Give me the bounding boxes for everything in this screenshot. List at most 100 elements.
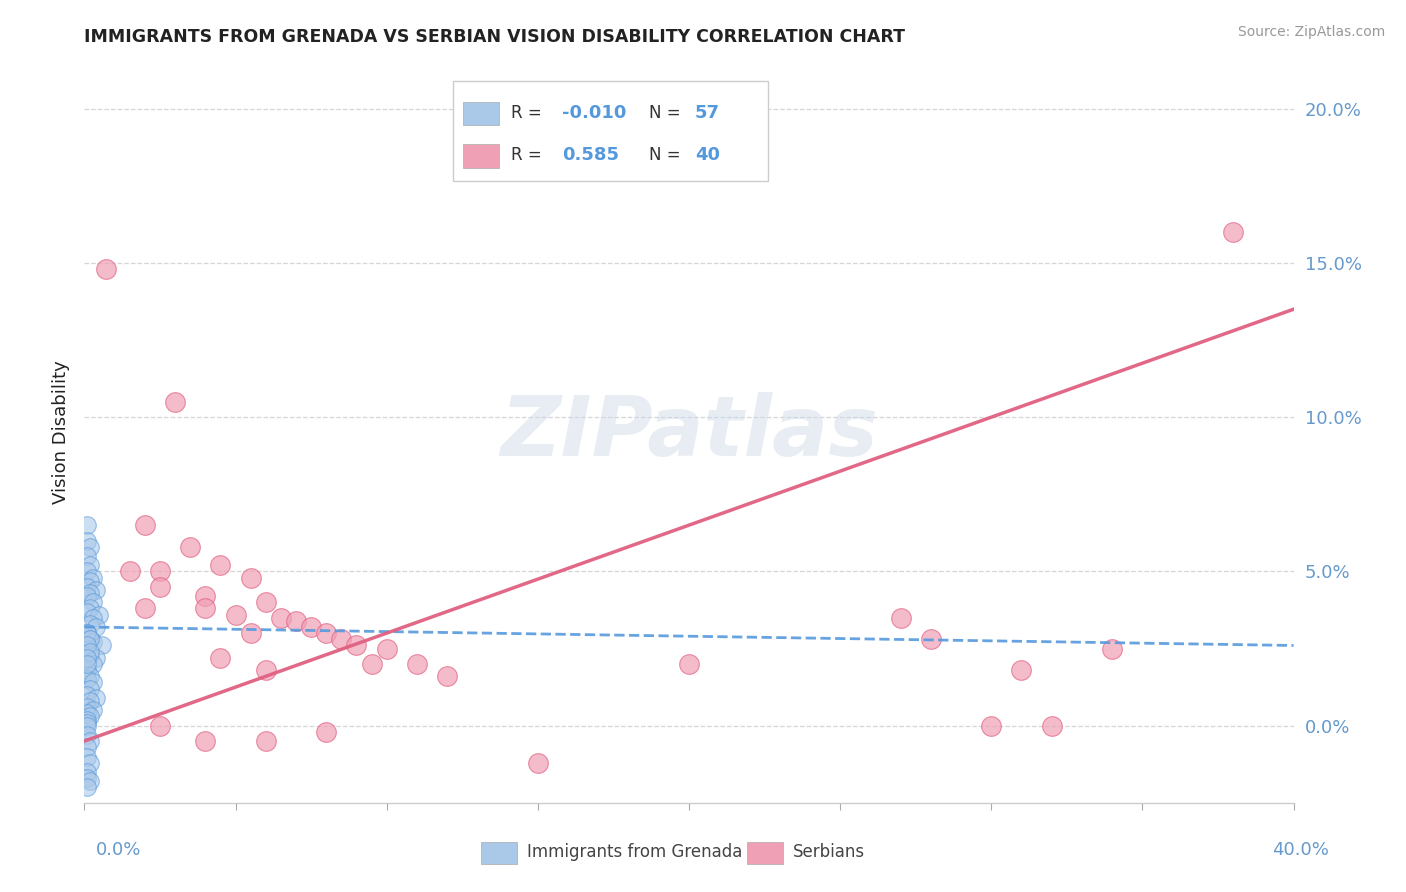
Point xyxy=(76,657,98,671)
Point xyxy=(149,565,172,579)
Point xyxy=(82,610,104,624)
Point xyxy=(86,582,108,597)
Text: ZIPatlas: ZIPatlas xyxy=(501,392,877,473)
Text: Source: ZipAtlas.com: Source: ZipAtlas.com xyxy=(1237,25,1385,39)
Text: N =: N = xyxy=(650,146,681,164)
Text: 57: 57 xyxy=(695,103,720,122)
Point xyxy=(436,669,458,683)
Point xyxy=(76,728,98,742)
Bar xyxy=(747,842,783,864)
Point xyxy=(375,641,398,656)
Point xyxy=(79,574,101,588)
Point xyxy=(76,749,98,764)
Point xyxy=(118,565,141,579)
Point xyxy=(79,774,101,789)
Point xyxy=(254,734,277,748)
Point xyxy=(678,657,700,671)
Text: 40: 40 xyxy=(695,146,720,164)
Point xyxy=(76,549,98,563)
Point xyxy=(79,669,101,683)
Point xyxy=(194,589,217,603)
Point xyxy=(91,639,114,653)
Point xyxy=(920,632,942,647)
Point xyxy=(194,734,217,748)
Point xyxy=(1222,225,1244,239)
Point xyxy=(76,589,98,603)
Point xyxy=(149,580,172,594)
Point xyxy=(890,610,912,624)
Point xyxy=(285,614,308,628)
Point xyxy=(1101,641,1123,656)
Text: 0.0%: 0.0% xyxy=(96,840,141,858)
Text: Immigrants from Grenada: Immigrants from Grenada xyxy=(527,844,742,862)
Point xyxy=(89,607,111,622)
Point xyxy=(209,558,232,573)
Point xyxy=(76,740,98,755)
Point xyxy=(82,571,104,585)
Point xyxy=(79,632,101,647)
Text: R =: R = xyxy=(512,146,541,164)
Text: IMMIGRANTS FROM GRENADA VS SERBIAN VISION DISABILITY CORRELATION CHART: IMMIGRANTS FROM GRENADA VS SERBIAN VISIO… xyxy=(84,28,905,45)
Point xyxy=(165,394,187,409)
Point xyxy=(360,657,382,671)
Point xyxy=(79,648,101,662)
Point xyxy=(79,694,101,708)
Point xyxy=(76,565,98,579)
Point xyxy=(980,719,1002,733)
Point xyxy=(76,605,98,619)
Point xyxy=(76,639,98,653)
Point xyxy=(79,734,101,748)
Point xyxy=(270,610,292,624)
Point xyxy=(179,540,201,554)
Text: -0.010: -0.010 xyxy=(562,103,626,122)
Point xyxy=(79,632,101,647)
Text: 40.0%: 40.0% xyxy=(1272,840,1329,858)
Point xyxy=(82,703,104,717)
Point xyxy=(82,635,104,649)
Point xyxy=(76,518,98,533)
Point xyxy=(76,764,98,779)
Point xyxy=(79,756,101,770)
Point xyxy=(239,571,262,585)
Point xyxy=(94,262,117,277)
Point xyxy=(79,709,101,723)
Point xyxy=(76,700,98,714)
Text: 0.585: 0.585 xyxy=(562,146,619,164)
Point xyxy=(79,586,101,600)
Point xyxy=(79,540,101,554)
Point xyxy=(315,626,337,640)
Point xyxy=(79,616,101,631)
Point xyxy=(76,715,98,730)
Point xyxy=(76,650,98,665)
Point xyxy=(1040,719,1063,733)
Point xyxy=(76,663,98,677)
Point xyxy=(76,771,98,785)
Point xyxy=(86,650,108,665)
Bar xyxy=(463,102,499,126)
Point xyxy=(76,713,98,727)
Point xyxy=(76,580,98,594)
Point xyxy=(1011,663,1033,677)
Point xyxy=(86,620,108,634)
Point xyxy=(76,673,98,687)
Point xyxy=(76,780,98,795)
Point xyxy=(330,632,353,647)
Y-axis label: Vision Disability: Vision Disability xyxy=(52,360,70,505)
Point xyxy=(254,663,277,677)
Point xyxy=(134,601,156,615)
Point xyxy=(346,639,368,653)
Point xyxy=(209,650,232,665)
Text: R =: R = xyxy=(512,103,541,122)
Point xyxy=(79,645,101,659)
Point xyxy=(149,719,172,733)
Point xyxy=(76,706,98,721)
Point xyxy=(254,595,277,609)
Point xyxy=(79,681,101,696)
Point xyxy=(299,620,322,634)
Point xyxy=(315,724,337,739)
Point xyxy=(76,641,98,656)
Bar xyxy=(481,842,517,864)
Point xyxy=(527,756,550,770)
Point xyxy=(225,607,247,622)
Point xyxy=(79,558,101,573)
